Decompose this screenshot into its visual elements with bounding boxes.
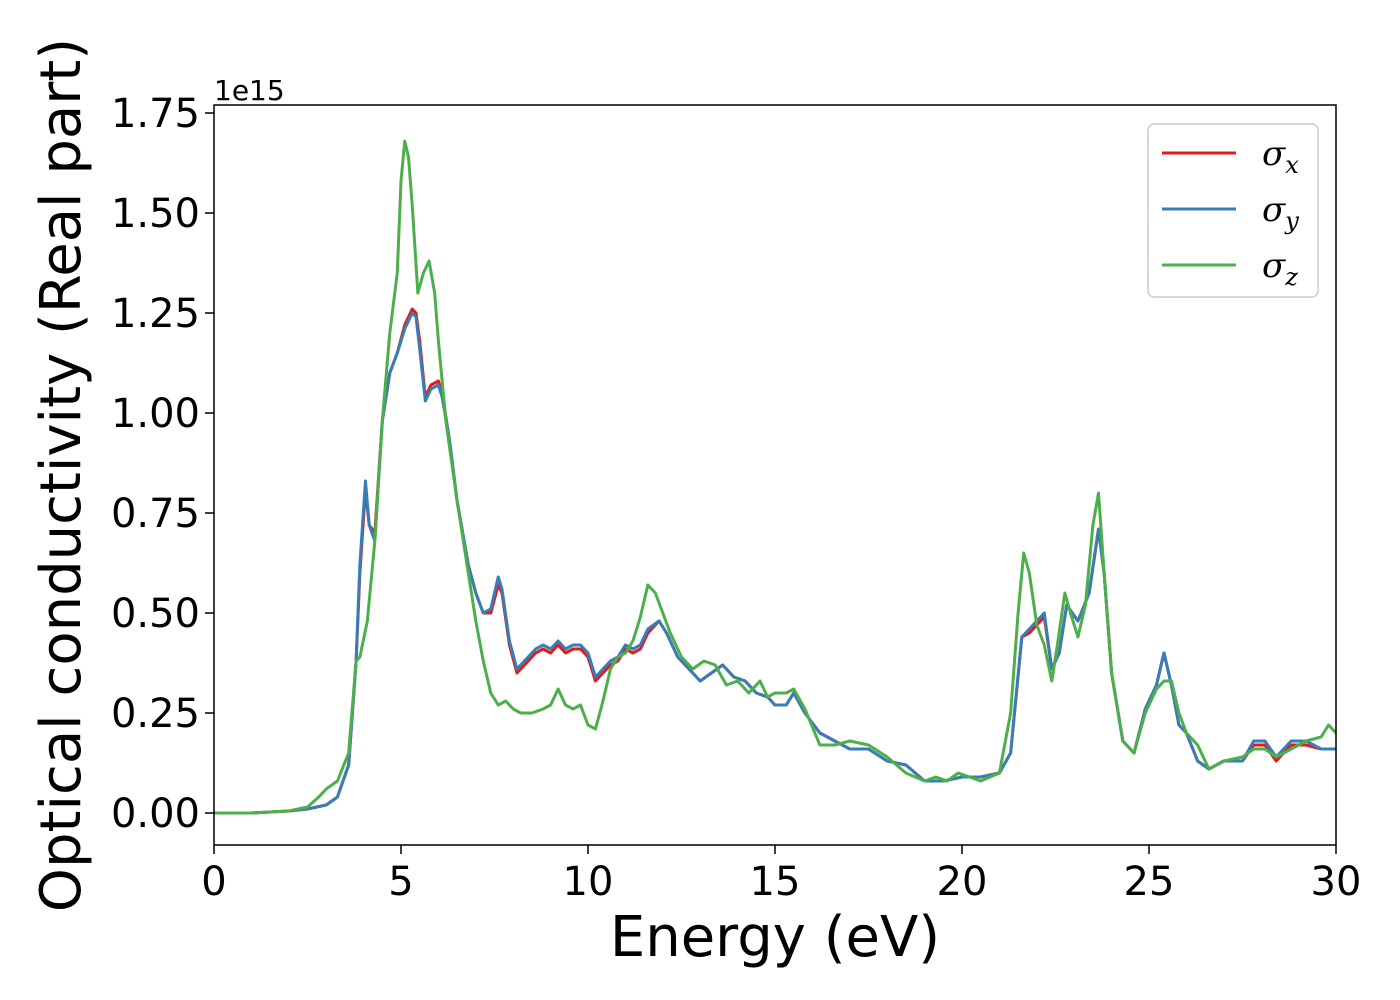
y-axis-ticks: 0.00 0.25 0.50 0.75 1.00 1.25 1.50 1.75 <box>111 91 214 837</box>
x-tick-label: 0 <box>201 859 226 905</box>
y-offset-text: 1e15 <box>214 74 285 107</box>
x-tick-label: 25 <box>1124 859 1175 905</box>
y-tick-label: 0.25 <box>111 691 200 737</box>
series-layer <box>214 139 1336 815</box>
legend: σx σy σz <box>1147 123 1319 298</box>
legend-label-z: σz <box>1262 246 1298 291</box>
legend-label-x: σx <box>1262 134 1299 179</box>
y-axis-title: Optical conductivity (Real part) <box>29 38 94 912</box>
legend-label-y: σy <box>1262 190 1299 235</box>
x-axis-title: Energy (eV) <box>610 905 940 970</box>
x-tick-label: 15 <box>750 859 801 905</box>
y-tick-label: 0.50 <box>111 591 200 637</box>
x-tick-label: 20 <box>937 859 988 905</box>
series-line-x <box>214 307 1336 815</box>
y-tick-label: 1.00 <box>111 391 200 437</box>
x-axis-ticks: 0 5 10 15 20 25 30 <box>201 845 1361 905</box>
series-line-y <box>214 311 1336 815</box>
y-tick-label: 1.50 <box>111 191 200 237</box>
series-line-z <box>214 139 1336 815</box>
x-tick-label: 30 <box>1311 859 1362 905</box>
x-tick-label: 10 <box>563 859 614 905</box>
x-tick-label: 5 <box>388 859 413 905</box>
y-tick-label: 0.00 <box>111 791 200 837</box>
y-tick-label: 0.75 <box>111 491 200 537</box>
y-tick-label: 1.75 <box>111 91 200 137</box>
y-tick-label: 1.25 <box>111 291 200 337</box>
